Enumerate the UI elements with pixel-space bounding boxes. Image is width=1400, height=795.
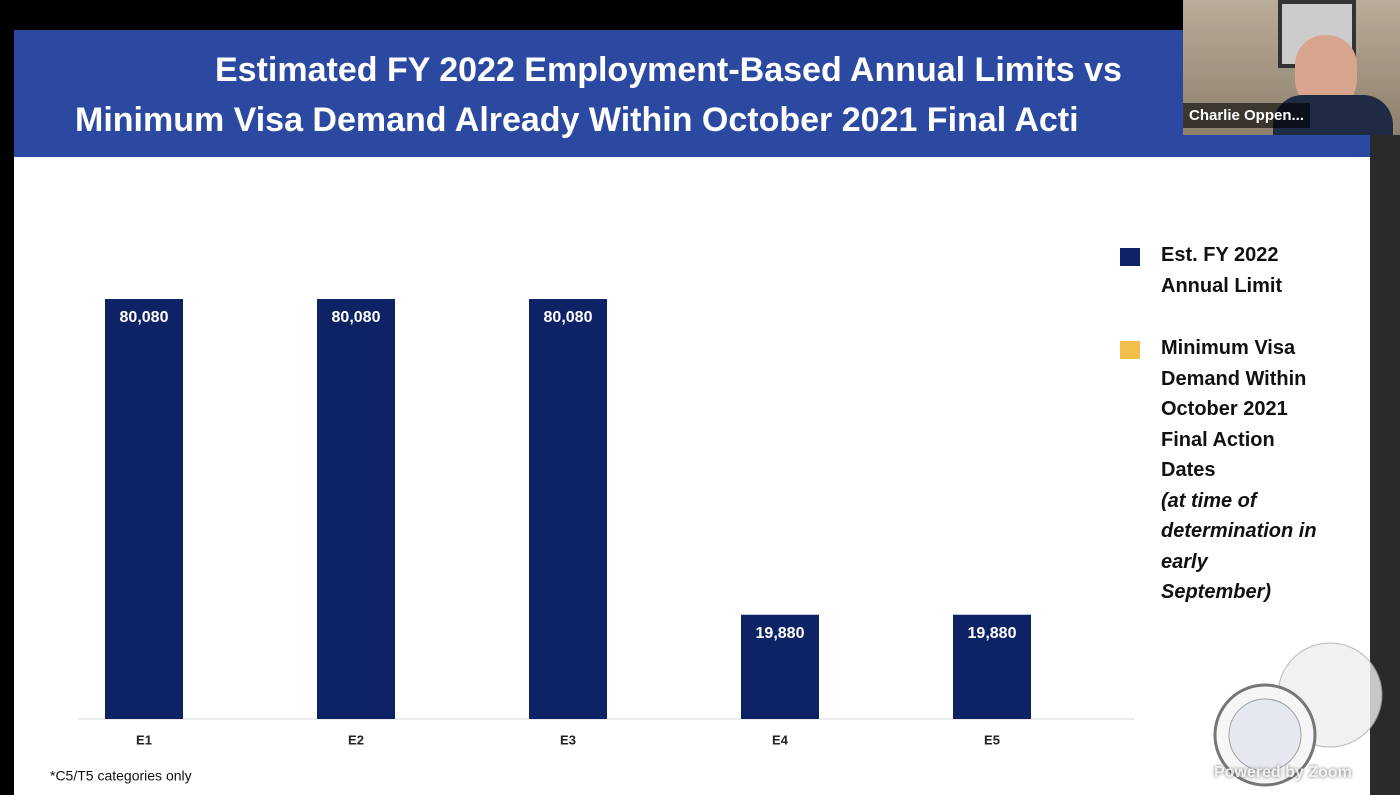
x-tick-label: E3	[560, 732, 576, 747]
bar	[317, 299, 395, 719]
legend-label: Minimum Visa Demand Within October 2021 …	[1161, 337, 1307, 481]
zoom-watermark: Powered by Zoom	[1214, 764, 1352, 781]
legend-swatch	[1120, 341, 1140, 359]
bar	[953, 614, 1031, 719]
value-label: 19,880	[968, 625, 1017, 642]
footnote: *C5/T5 categories only	[50, 768, 192, 784]
legend-item: Est. FY 2022 Annual Limit	[1120, 240, 1320, 301]
legend-note: (at time of determination in early Septe…	[1161, 489, 1317, 604]
bar	[529, 299, 607, 719]
bar	[105, 299, 183, 719]
seal	[1213, 642, 1383, 787]
x-tick-label: E2	[348, 732, 364, 747]
value-label: 80,080	[332, 309, 381, 326]
participant-name: Charlie Oppen...	[1183, 103, 1311, 128]
title-banner	[14, 30, 1370, 157]
legend-item: Minimum Visa Demand Within October 2021 …	[1120, 333, 1320, 608]
slide	[14, 30, 1370, 795]
value-label: 19,880	[756, 625, 805, 642]
legend-label: Est. FY 2022 Annual Limit	[1161, 244, 1283, 297]
legend-swatch	[1120, 248, 1140, 266]
bar	[741, 614, 819, 719]
legend: Est. FY 2022 Annual Limit Minimum Visa D…	[1120, 240, 1320, 640]
title-line: Minimum Visa Demand Already Within Octob…	[75, 101, 1079, 139]
value-label: 80,080	[120, 309, 169, 326]
x-tick-label: E4	[772, 732, 789, 747]
value-label: 80,080	[544, 309, 593, 326]
x-tick-label: E1	[136, 732, 152, 747]
title-line: Estimated FY 2022 Employment-Based Annua…	[215, 51, 1122, 89]
x-tick-label: E5	[984, 732, 1000, 747]
